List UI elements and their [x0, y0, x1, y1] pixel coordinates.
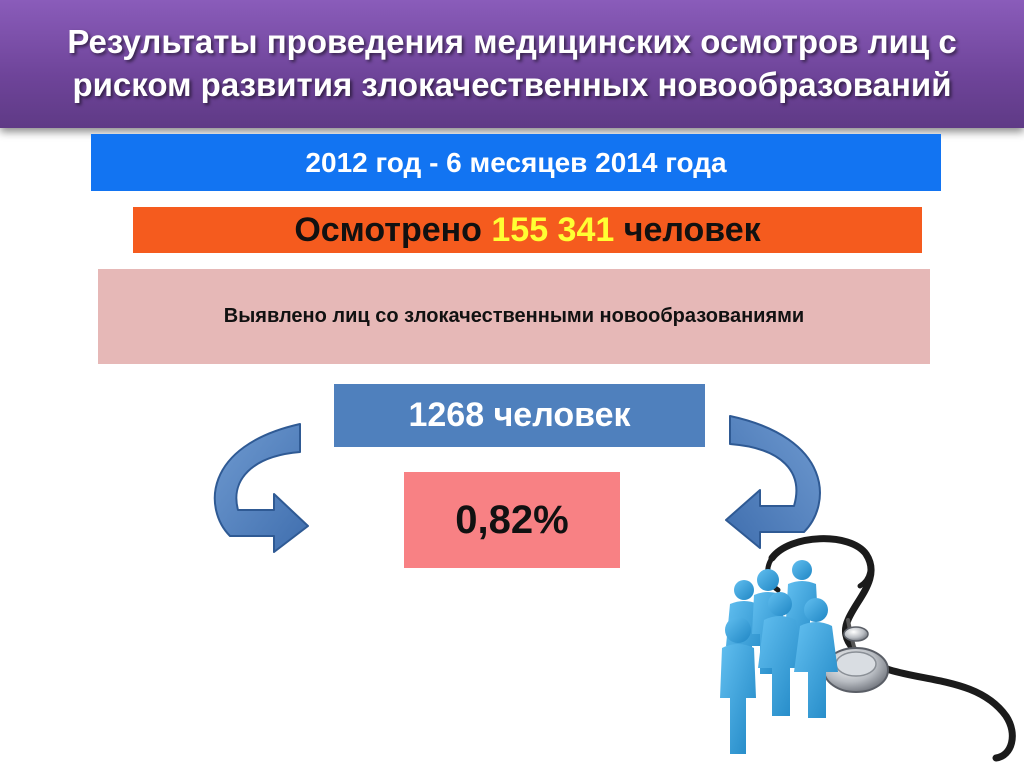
curved-arrow-left-icon	[213, 423, 309, 553]
period-label: 2012 год - 6 месяцев 2014 года	[305, 146, 727, 178]
slide-title: Результаты проведения медицинских осмотр…	[67, 23, 957, 103]
stethoscope-icon	[765, 535, 1016, 762]
people-stethoscope-illustration	[720, 535, 1016, 762]
period-box: 2012 год - 6 месяцев 2014 года	[91, 134, 941, 191]
examined-suffix: человек	[614, 210, 761, 249]
detected-label: Выявлено лиц со злокачественными новообр…	[223, 305, 805, 327]
percent-box: 0,82%	[404, 472, 620, 568]
count-box: 1268 человек	[334, 384, 705, 447]
people-group-icon	[720, 560, 838, 754]
detected-count: 1268 человек	[408, 396, 631, 434]
examined-prefix: Осмотрено	[294, 210, 492, 249]
curved-arrow-right-icon	[725, 415, 821, 549]
examined-box: Осмотрено 155 341 человек	[133, 207, 922, 253]
title-banner: Результаты проведения медицинских осмотр…	[0, 0, 1024, 128]
examined-value: 155 341	[491, 210, 615, 249]
detected-percent: 0,82%	[455, 497, 569, 542]
detected-box: Выявлено лиц со злокачественными новообр…	[98, 269, 930, 364]
